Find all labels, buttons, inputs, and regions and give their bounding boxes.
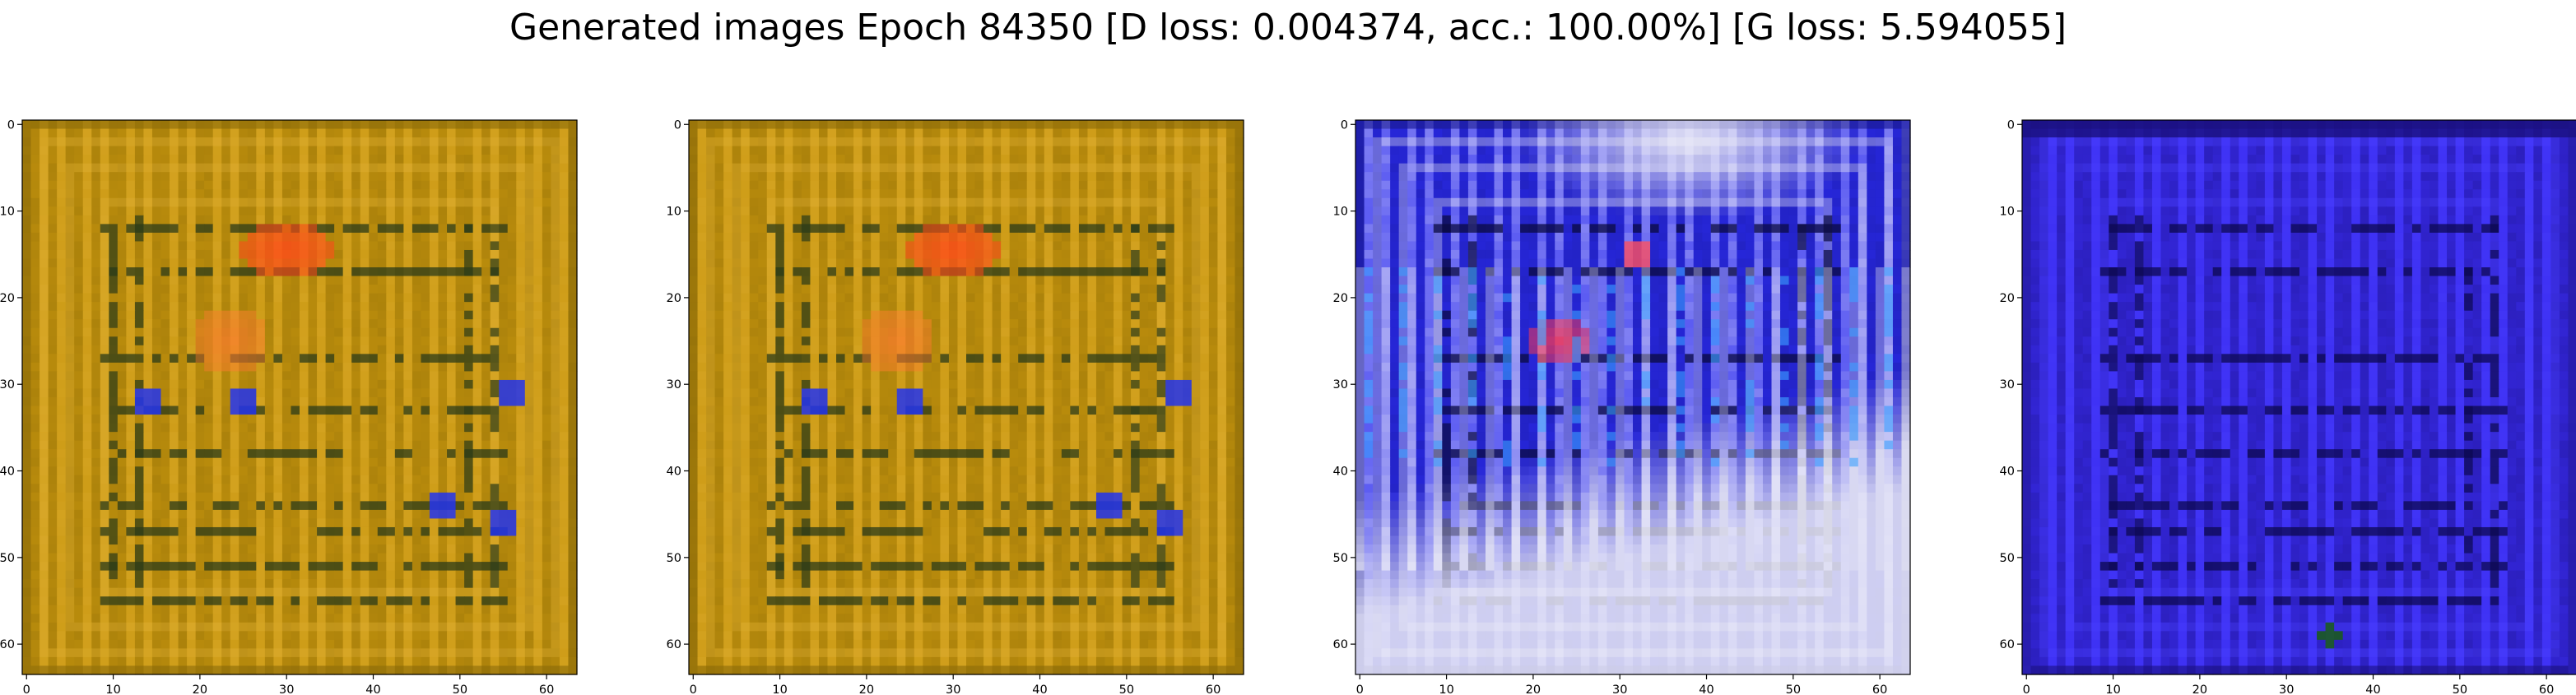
x-tick-label: 0: [2023, 683, 2030, 695]
image-panel-3: 0 10 20 30 40 50 60 0 10 20 30 40 50 60: [1333, 118, 1911, 695]
x-tick-label: 20: [859, 683, 874, 695]
y-tick-label: 20: [667, 292, 681, 305]
x-tick-label: 10: [772, 683, 787, 695]
y-tick-label: 0: [2007, 118, 2015, 132]
x-tick-label: 0: [23, 683, 30, 695]
y-tick-label: 60: [667, 638, 681, 651]
y-tick-label: 20: [0, 292, 15, 305]
y-tick-label: 60: [2000, 638, 2015, 651]
y-tick-label: 60: [1333, 638, 1348, 651]
x-tick-label: 40: [365, 683, 380, 695]
x-tick-label: 50: [453, 683, 467, 695]
y-tick-label: 20: [2000, 292, 2015, 305]
y-tick-label: 0: [674, 118, 681, 132]
x-tick-label: 40: [1032, 683, 1047, 695]
x-tick-label: 50: [2453, 683, 2467, 695]
y-tick-label: 10: [0, 206, 15, 219]
y-tick-label: 50: [667, 552, 681, 565]
x-tick-label: 30: [2279, 683, 2294, 695]
x-tick-label: 10: [1439, 683, 1453, 695]
y-tick-label: 40: [0, 466, 15, 479]
x-tick-label: 20: [193, 683, 207, 695]
x-tick-label: 30: [279, 683, 294, 695]
x-tick-label: 40: [2365, 683, 2380, 695]
x-tick-label: 20: [1526, 683, 1541, 695]
y-tick-label: 30: [2000, 378, 2015, 392]
y-tick-label: 30: [1333, 378, 1348, 392]
y-tick-label: 50: [2000, 552, 2015, 565]
y-tick-label: 40: [2000, 466, 2015, 479]
x-tick-label: 10: [105, 683, 120, 695]
x-tick-label: 60: [539, 683, 554, 695]
x-tick-label: 60: [1206, 683, 1221, 695]
y-tick-label: 0: [7, 118, 15, 132]
x-tick-label: 10: [2105, 683, 2120, 695]
x-tick-label: 50: [1119, 683, 1134, 695]
x-tick-label: 0: [1356, 683, 1364, 695]
y-tick-label: 50: [0, 552, 15, 565]
x-tick-label: 30: [946, 683, 960, 695]
panel-frame: [21, 119, 578, 675]
y-tick-label: 40: [1333, 466, 1348, 479]
y-tick-label: 30: [667, 378, 681, 392]
x-tick-label: 50: [1786, 683, 1801, 695]
y-tick-label: 50: [1333, 552, 1348, 565]
y-tick-label: 0: [1341, 118, 1348, 132]
y-tick-label: 40: [667, 466, 681, 479]
panel-frame: [688, 119, 1244, 675]
x-tick-label: 20: [2192, 683, 2207, 695]
x-tick-label: 40: [1699, 683, 1713, 695]
y-tick-label: 10: [1333, 206, 1348, 219]
image-panel-1: 0 10 20 30 40 50 60 0 10 20 30 40 50 60: [0, 118, 578, 695]
figure-title: Generated images Epoch 84350 [D loss: 0.…: [509, 7, 2067, 49]
x-tick-label: 60: [1872, 683, 1887, 695]
x-tick-label: 60: [2539, 683, 2554, 695]
x-tick-label: 30: [1612, 683, 1627, 695]
y-tick-label: 60: [0, 638, 15, 651]
y-tick-label: 10: [2000, 206, 2015, 219]
image-panel-2: 0 10 20 30 40 50 60 0 10 20 30 40 50 60: [667, 118, 1244, 695]
panel-frame: [1355, 119, 1911, 675]
panel-frame: [2021, 119, 2576, 675]
y-tick-label: 20: [1333, 292, 1348, 305]
image-panel-4: 0 10 20 30 40 50 60 0 10 20 30 40 50 60: [2000, 118, 2576, 695]
y-tick-label: 30: [0, 378, 15, 392]
y-tick-label: 10: [667, 206, 681, 219]
x-tick-label: 0: [690, 683, 697, 695]
